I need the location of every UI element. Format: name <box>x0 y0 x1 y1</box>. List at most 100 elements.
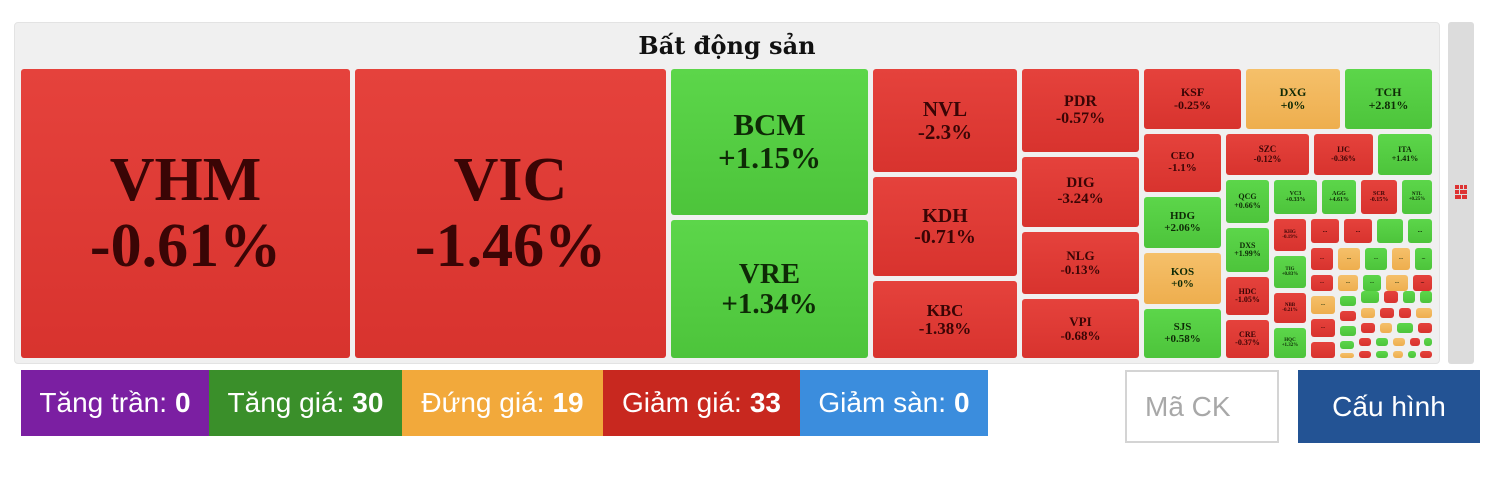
stock-tile[interactable]: DXG +0% <box>1246 69 1340 129</box>
stock-tile[interactable]: DXS +1.99% <box>1226 228 1269 272</box>
treemap-thumbnail-icon[interactable] <box>1455 185 1467 199</box>
stock-tile-code: ... <box>1321 325 1325 331</box>
stock-tile[interactable] <box>1361 323 1375 333</box>
stock-tile[interactable]: VRE +1.34% <box>671 220 868 358</box>
stock-tile[interactable]: CRE -0.37% <box>1226 320 1269 358</box>
stock-tile[interactable]: DIG -3.24% <box>1022 157 1139 227</box>
stock-tile[interactable]: ... <box>1386 275 1408 291</box>
config-button[interactable]: Cấu hình <box>1298 370 1480 443</box>
stock-tile[interactable]: KHG -0.19% <box>1274 219 1306 251</box>
stock-tile-code: DXG <box>1279 85 1307 100</box>
stock-tile[interactable]: SZC -0.12% <box>1226 134 1309 175</box>
stock-tile[interactable]: KOS +0% <box>1144 253 1221 304</box>
stock-tile[interactable]: ... <box>1344 219 1372 243</box>
stock-tile[interactable]: KSF -0.25% <box>1144 69 1241 129</box>
stock-tile[interactable]: VC3 +0.33% <box>1274 180 1317 214</box>
stock-tile[interactable]: TIG +0.83% <box>1274 256 1306 288</box>
stock-tile-code: ... <box>1374 256 1378 262</box>
stock-tile-change: -0.12% <box>1253 153 1282 164</box>
stock-tile[interactable] <box>1340 341 1354 349</box>
stock-tile[interactable] <box>1393 338 1405 346</box>
stock-tile[interactable]: ... <box>1365 248 1387 270</box>
stock-tile[interactable] <box>1340 311 1356 321</box>
stock-tile[interactable] <box>1418 323 1432 333</box>
stock-tile[interactable] <box>1340 296 1356 306</box>
stock-tile-change: +1.99% <box>1234 249 1261 258</box>
stock-tile[interactable]: HDG +2.06% <box>1144 197 1221 248</box>
stock-tile-change: -1.05% <box>1235 295 1260 304</box>
stock-tile-code: HDG <box>1169 209 1196 222</box>
stock-tile[interactable]: VIC -1.46% <box>355 69 666 358</box>
stock-tile-change: +0.25% <box>1408 197 1426 202</box>
stock-tile[interactable] <box>1359 351 1371 358</box>
stock-tile[interactable]: ... <box>1311 296 1335 314</box>
stock-tile[interactable]: TCH +2.81% <box>1345 69 1432 129</box>
stock-tile[interactable] <box>1408 351 1416 358</box>
stock-tile[interactable]: HDC -1.05% <box>1226 277 1269 315</box>
legend-down[interactable]: Giảm giá: 33 <box>603 370 800 436</box>
stock-tile-code: ... <box>1420 280 1425 286</box>
stock-tile[interactable]: ... <box>1311 275 1333 291</box>
stock-tile[interactable] <box>1420 351 1432 358</box>
stock-tile[interactable]: CEO -1.1% <box>1144 134 1221 192</box>
stock-tile[interactable]: SJS +0.58% <box>1144 309 1221 358</box>
stock-tile-change: +0.66% <box>1234 200 1261 210</box>
stock-tile[interactable]: VHM -0.61% <box>21 69 350 358</box>
stock-tile[interactable] <box>1397 323 1413 333</box>
stock-tile[interactable]: KDH -0.71% <box>873 177 1017 276</box>
stock-tile[interactable]: IJC -0.36% <box>1314 134 1373 175</box>
stock-tile[interactable]: ... <box>1363 275 1381 291</box>
stock-tile[interactable]: ... <box>1392 248 1410 270</box>
stock-tile[interactable]: BCM +1.15% <box>671 69 868 215</box>
stock-tile[interactable] <box>1340 326 1356 336</box>
stock-tile[interactable]: NBB -0.21% <box>1274 293 1306 323</box>
stock-tile[interactable]: VPI -0.68% <box>1022 299 1139 358</box>
stock-tile[interactable] <box>1359 338 1371 346</box>
legend-floor[interactable]: Giảm sàn: 0 <box>800 370 988 436</box>
stock-tile[interactable] <box>1384 291 1398 303</box>
stock-tile[interactable] <box>1399 308 1411 318</box>
stock-tile[interactable]: ITA +1.41% <box>1378 134 1432 175</box>
stock-tile[interactable]: KBC -1.38% <box>873 281 1017 358</box>
stock-tile[interactable] <box>1420 291 1432 303</box>
stock-tile[interactable]: NVL -2.3% <box>873 69 1017 172</box>
stock-tile[interactable]: ... <box>1413 275 1432 291</box>
stock-tile-code: ... <box>1346 280 1350 286</box>
stock-tile[interactable] <box>1380 308 1394 318</box>
stock-tile[interactable] <box>1361 291 1379 303</box>
stock-tile[interactable]: ... <box>1311 219 1339 243</box>
stock-tile[interactable] <box>1416 308 1432 318</box>
legend-flat[interactable]: Đứng giá: 19 <box>402 370 603 436</box>
stock-tile[interactable]: NTL +0.25% <box>1402 180 1432 214</box>
legend-ceiling[interactable]: Tăng trần: 0 <box>21 370 209 436</box>
stock-tile[interactable]: NLG -0.13% <box>1022 232 1139 294</box>
stock-code-search-input[interactable] <box>1125 370 1279 443</box>
stock-tile[interactable] <box>1424 338 1432 346</box>
stock-tile[interactable]: ... <box>1311 248 1333 270</box>
stock-tile[interactable]: ... <box>1311 319 1335 337</box>
stock-tile[interactable] <box>1377 219 1403 243</box>
stock-tile[interactable]: QCG +0.66% <box>1226 180 1269 223</box>
stock-tile[interactable]: ... <box>1415 248 1432 270</box>
stock-tile[interactable] <box>1403 291 1415 303</box>
stock-tile[interactable]: SCR -0.15% <box>1361 180 1397 214</box>
stock-tile-code: ... <box>1399 256 1403 262</box>
stock-tile[interactable] <box>1361 308 1375 318</box>
stock-tile[interactable]: HQC +1.32% <box>1274 328 1306 358</box>
stock-tile[interactable]: ... <box>1408 219 1432 243</box>
stock-tile[interactable] <box>1376 351 1388 358</box>
stock-tile[interactable] <box>1376 338 1388 346</box>
stock-tile[interactable]: ... <box>1338 275 1358 291</box>
stock-tile[interactable]: ... <box>1338 248 1360 270</box>
stock-tile[interactable] <box>1340 353 1354 358</box>
stock-tile[interactable] <box>1380 323 1392 333</box>
stock-tile[interactable] <box>1393 351 1403 358</box>
stock-tile[interactable]: AGG +4.61% <box>1322 180 1356 214</box>
stock-tile[interactable] <box>1311 342 1335 358</box>
stock-tile[interactable] <box>1410 338 1420 346</box>
stock-tile[interactable]: PDR -0.57% <box>1022 69 1139 152</box>
legend-floor-count: 0 <box>954 387 970 418</box>
legend-up[interactable]: Tăng giá: 30 <box>209 370 402 436</box>
stock-tile-code: ... <box>1370 280 1374 286</box>
